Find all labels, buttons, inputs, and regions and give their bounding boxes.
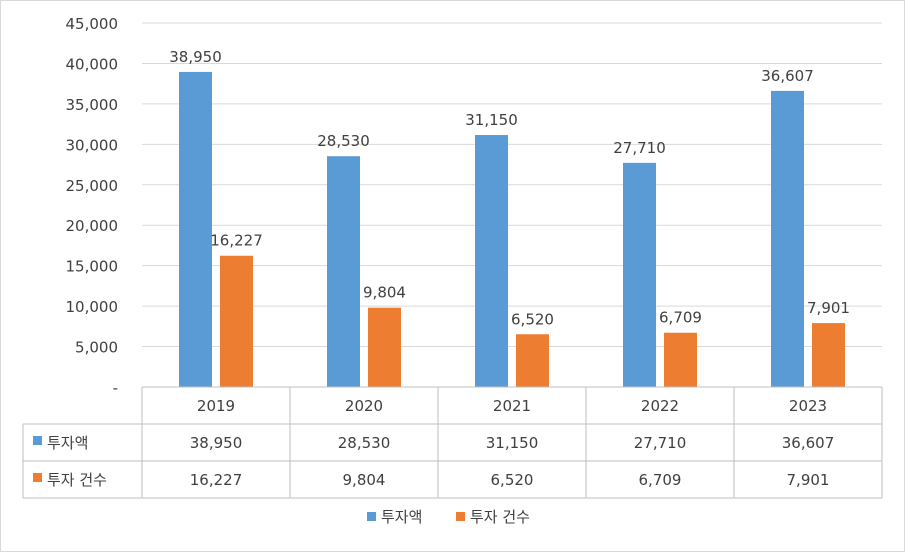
x-tick-label-2019: 2019: [197, 397, 235, 415]
table-swatch-count: [33, 473, 42, 482]
bar-count-2020: [368, 307, 401, 387]
legend: 투자액 투자 건수: [367, 508, 530, 526]
data-label-count-2019: 16,227: [210, 232, 263, 250]
x-tick-label-2020: 2020: [345, 397, 383, 415]
table-row-label-amount: 투자액: [47, 434, 88, 452]
y-tick-label-3: 15,000: [66, 258, 119, 276]
bar-amount-2020: [327, 156, 360, 387]
bar-count-2022: [664, 332, 697, 387]
bar-amount-2019: [179, 71, 212, 387]
bar-amount-2022: [623, 162, 656, 387]
data-label-count-2022: 6,709: [659, 309, 702, 327]
legend-swatch-amount: [367, 512, 376, 521]
data-label-count-2021: 6,520: [511, 310, 554, 328]
data-label-amount-2021: 31,150: [465, 111, 518, 129]
table-cell-amount-2022: 27,710: [634, 434, 687, 452]
bar-count-2019: [220, 255, 253, 387]
y-tick-label-8: 40,000: [66, 55, 119, 73]
y-axis: - 5,000 10,000 15,000 20,000 25,000 30,000 35,0…: [66, 15, 119, 397]
y-tick-label-0: -: [113, 379, 118, 397]
table-row-label-count: 투자 건수: [47, 471, 107, 489]
y-tick-label-1: 5,000: [75, 339, 118, 357]
legend-label-count: 투자 건수: [470, 508, 530, 526]
table-cell-amount-2021: 31,150: [486, 434, 539, 452]
legend-label-amount: 투자액: [381, 508, 422, 526]
table-cell-count-2021: 6,520: [491, 471, 534, 489]
y-tick-label-4: 20,000: [66, 217, 119, 235]
y-tick-label-2: 10,000: [66, 298, 119, 316]
table-cell-amount-2023: 36,607: [782, 434, 835, 452]
table-swatch-amount: [33, 436, 42, 445]
x-tick-label-2023: 2023: [789, 397, 827, 415]
bar-amount-2023: [771, 90, 804, 387]
table-cell-count-2019: 16,227: [190, 471, 243, 489]
data-label-count-2023: 7,901: [807, 299, 850, 317]
data-labels: 38,950 28,530 31,150 27,710 36,607 16,227 9,80…: [169, 48, 850, 328]
data-table: 2019 38,950 16,227 2020 28,530 9,804 2021 31,15…: [22, 386, 883, 499]
data-label-amount-2019: 38,950: [169, 48, 222, 66]
x-tick-label-2022: 2022: [641, 397, 679, 415]
y-tick-label-7: 35,000: [66, 96, 119, 114]
table-cell-count-2020: 9,804: [343, 471, 386, 489]
bars: [179, 71, 845, 387]
data-label-amount-2023: 36,607: [761, 67, 814, 85]
data-label-count-2020: 9,804: [363, 284, 406, 302]
x-tick-label-2021: 2021: [493, 397, 531, 415]
gridlines: [142, 22, 882, 388]
y-tick-label-5: 25,000: [66, 177, 119, 195]
bar-amount-2021: [475, 135, 508, 387]
data-label-amount-2020: 28,530: [317, 132, 370, 150]
table-cell-count-2022: 6,709: [639, 471, 682, 489]
y-tick-label-6: 30,000: [66, 136, 119, 154]
table-cell-count-2023: 7,901: [787, 471, 830, 489]
table-cell-amount-2019: 38,950: [190, 434, 243, 452]
table-cell-amount-2020: 28,530: [338, 434, 391, 452]
bar-count-2021: [516, 334, 549, 387]
y-tick-label-9: 45,000: [66, 15, 119, 33]
legend-swatch-count: [456, 512, 465, 521]
data-label-amount-2022: 27,710: [613, 139, 666, 157]
bar-count-2023: [812, 323, 845, 387]
